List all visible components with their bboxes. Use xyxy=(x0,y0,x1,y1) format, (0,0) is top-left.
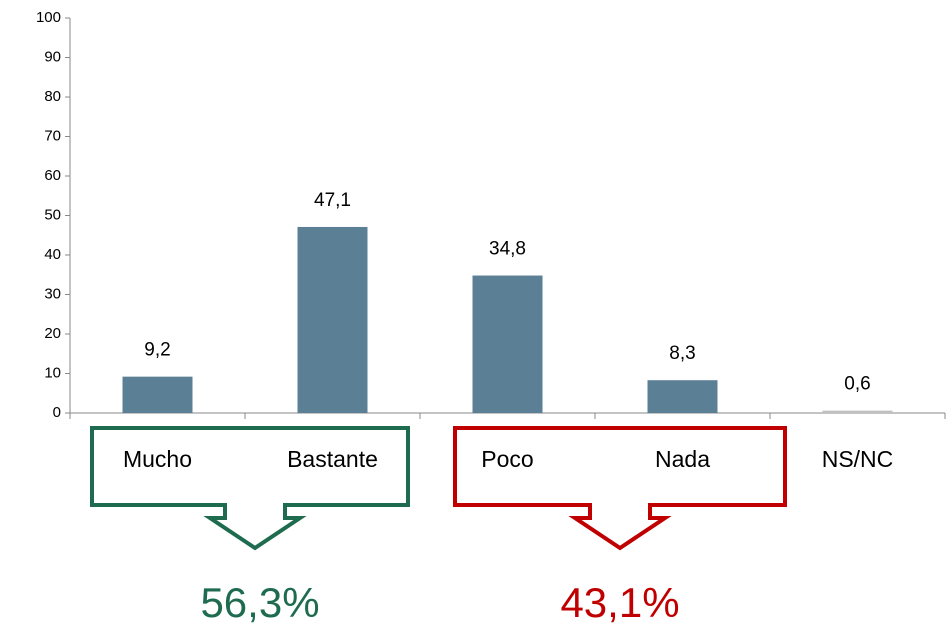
y-tick-label: 40 xyxy=(44,246,61,263)
y-tick-label: 80 xyxy=(44,88,61,105)
annotation: 56,3% xyxy=(200,579,319,626)
value-label: 0,6 xyxy=(844,374,870,395)
y-tick-label: 90 xyxy=(44,48,61,65)
y-tick-label: 70 xyxy=(44,127,61,144)
y-tick-label: 60 xyxy=(44,167,61,184)
value-label: 8,3 xyxy=(669,343,695,364)
value-label: 47,1 xyxy=(314,190,351,211)
y-tick-label: 20 xyxy=(44,325,61,342)
x-tick-label: Poco xyxy=(481,446,533,472)
x-tick-label: Nada xyxy=(655,446,710,472)
bar xyxy=(822,410,893,413)
y-tick-label: 30 xyxy=(44,285,61,302)
x-tick-label: Bastante xyxy=(287,446,378,472)
x-tick-label: NS/NC xyxy=(822,446,894,472)
bar xyxy=(122,376,193,413)
annotation: 43,1% xyxy=(560,579,679,626)
bar xyxy=(647,380,718,413)
group-box-green xyxy=(90,426,410,551)
value-label: 34,8 xyxy=(489,239,526,260)
value-label: 9,2 xyxy=(144,340,170,361)
y-tick-label: 0 xyxy=(53,404,61,421)
y-tick-label: 100 xyxy=(36,9,61,26)
bar xyxy=(297,226,368,413)
y-tick-label: 50 xyxy=(44,206,61,223)
bar xyxy=(472,275,543,413)
x-tick-label: Mucho xyxy=(123,446,192,472)
y-tick-label: 10 xyxy=(44,364,61,381)
group-box-red xyxy=(453,426,787,551)
